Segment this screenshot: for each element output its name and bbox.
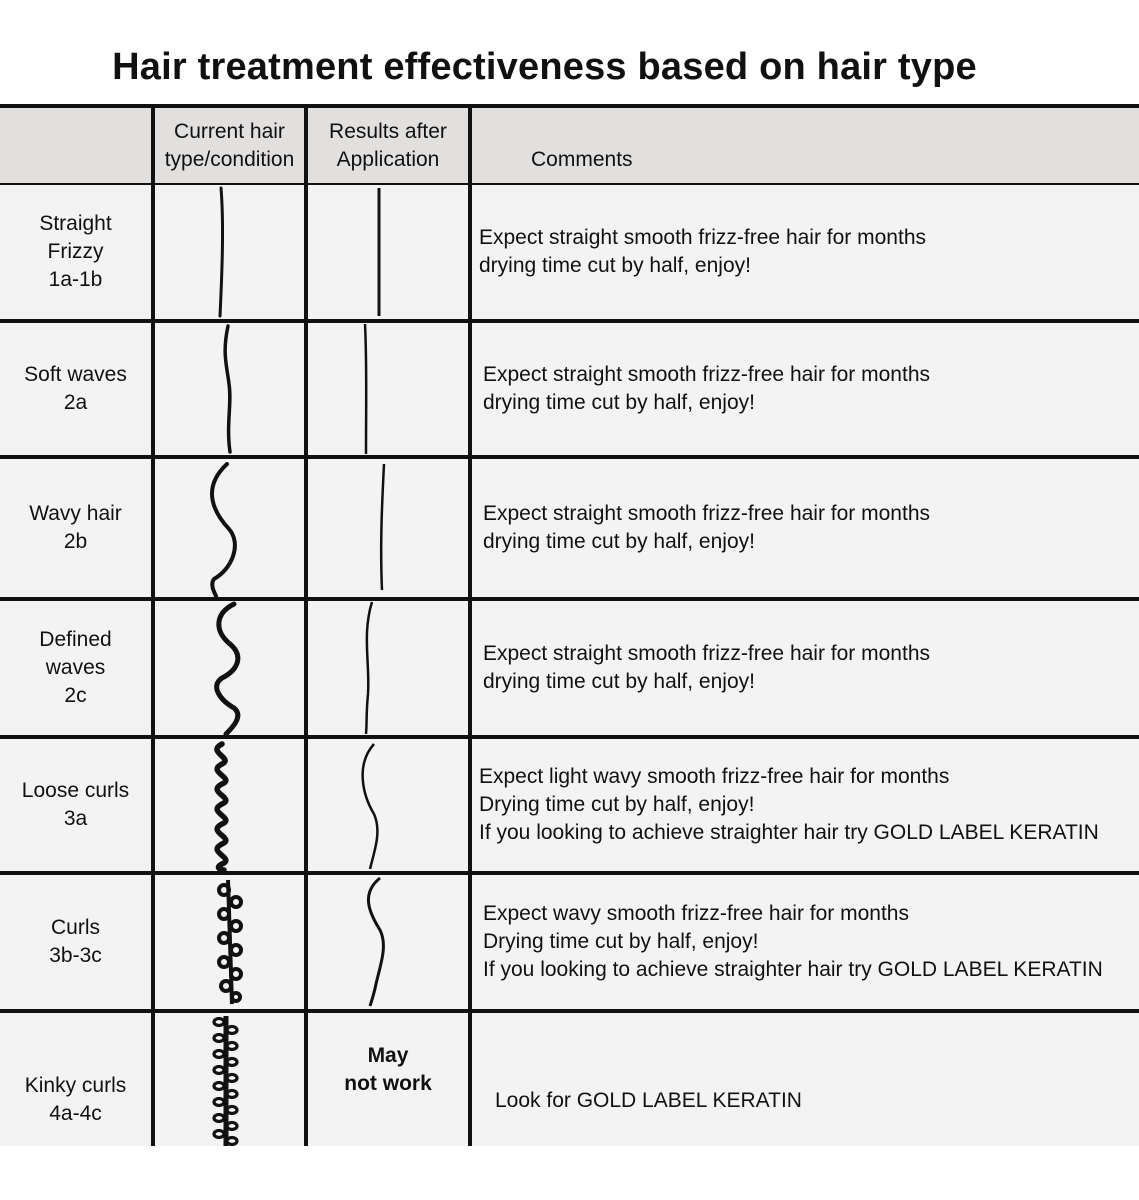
defined-wave-strand-icon <box>214 601 241 737</box>
row-divider <box>0 319 1139 323</box>
row-7-type: Kinky curls 4a-4c <box>24 1073 127 1125</box>
slight-wave-strand-icon <box>364 601 374 735</box>
row-divider <box>0 871 1139 875</box>
straight-strand-icon <box>379 463 386 591</box>
header-comments: Comments <box>531 148 633 171</box>
row-7-result-text: May not work <box>344 1043 432 1095</box>
row-4-type: Defined waves 2c <box>39 628 112 707</box>
straight-strand-icon <box>377 188 381 316</box>
row-3-comment: Expect straight smooth frizz-free hair f… <box>483 502 930 553</box>
wavy-strand-icon <box>361 743 379 870</box>
straight-strand-icon <box>218 186 225 318</box>
tight-curl-strand-icon <box>217 879 243 1005</box>
row-6-comment: Expect wavy smooth frizz-free hair for m… <box>483 902 1103 981</box>
row-divider <box>0 597 1139 601</box>
straight-strand-icon <box>363 323 368 455</box>
header-results: Results after Application <box>329 119 447 171</box>
table-top-border <box>0 104 1139 108</box>
column-divider <box>304 104 308 1146</box>
row-divider <box>0 455 1139 459</box>
row-divider <box>0 1009 1139 1013</box>
row-divider <box>0 735 1139 739</box>
soft-wave-strand-icon <box>223 324 232 454</box>
row-3-type: Wavy hair 2b <box>29 502 122 553</box>
row-5-type: Loose curls 3a <box>21 779 130 830</box>
row-1-comment: Expect straight smooth frizz-free hair f… <box>479 226 926 277</box>
loose-curl-strand-icon <box>214 741 229 873</box>
wavy-strand-icon <box>366 876 385 1007</box>
table-header-row <box>0 104 1139 184</box>
kinky-coil-strand-icon <box>212 1016 239 1146</box>
row-6-type: Curls 3b-3c <box>49 916 102 967</box>
column-divider <box>468 104 472 1146</box>
header-current: Current hair type/condition <box>164 119 295 171</box>
page-title: Hair treatment effectiveness based on ha… <box>112 46 977 88</box>
row-1-type: Straight Frizzy 1a-1b <box>39 212 112 291</box>
wavy-strand-icon <box>210 462 237 598</box>
row-2-type: Soft waves 2a <box>24 363 127 414</box>
row-7-comment: Look for GOLD LABEL KERATIN <box>495 1089 802 1112</box>
row-5-comment: Expect light wavy smooth frizz-free hair… <box>479 765 1099 844</box>
row-2-comment: Expect straight smooth frizz-free hair f… <box>483 363 930 414</box>
header-divider <box>0 183 1139 185</box>
hair-type-table: Current hair type/condition Results afte… <box>0 104 1139 1146</box>
row-4-comment: Expect straight smooth frizz-free hair f… <box>483 642 930 693</box>
column-divider <box>151 104 155 1146</box>
